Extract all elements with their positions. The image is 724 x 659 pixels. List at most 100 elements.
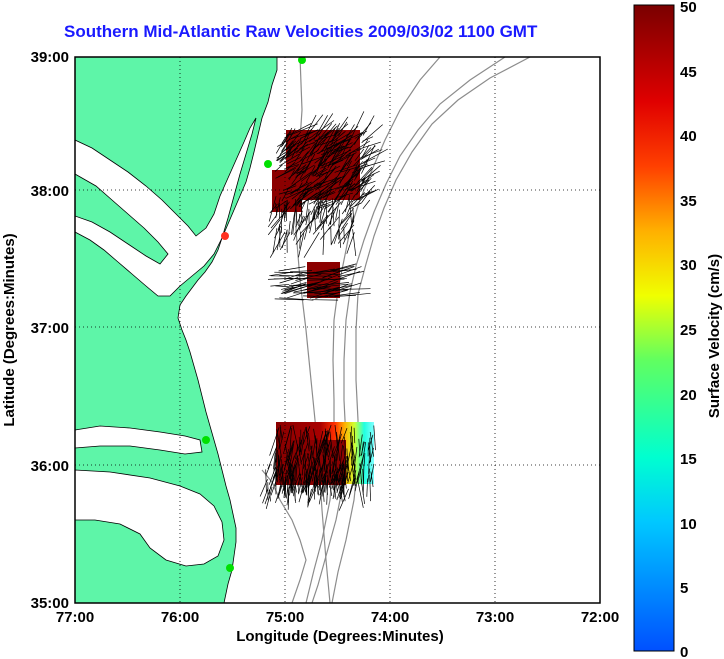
velocity-vector xyxy=(354,166,373,186)
velocity-vector xyxy=(303,232,320,258)
velocity-vector xyxy=(274,164,283,172)
velocity-vector xyxy=(351,190,375,203)
velocity-vector xyxy=(299,472,303,488)
velocity-vector xyxy=(278,454,280,478)
velocity-vector xyxy=(278,455,282,472)
velocity-vector xyxy=(284,200,289,217)
velocity-vector xyxy=(285,164,300,169)
velocity-vector xyxy=(338,192,353,198)
velocity-vector xyxy=(356,454,365,480)
x-tick-label: 74:00 xyxy=(371,609,409,626)
velocity-vector xyxy=(299,188,325,206)
velocity-vector xyxy=(324,430,329,449)
velocity-vector xyxy=(270,205,291,229)
velocity-vector xyxy=(290,270,313,273)
velocity-vector xyxy=(290,211,296,236)
velocity-vector xyxy=(362,441,367,463)
velocity-vector xyxy=(279,274,305,277)
velocity-vector xyxy=(328,469,330,483)
velocity-vector xyxy=(333,131,346,141)
velocity-vector xyxy=(313,115,328,141)
velocity-vector xyxy=(306,114,324,137)
velocity-vector xyxy=(300,169,317,182)
y-axis: 39:00 38:00 37:00 36:00 35:00 Latitude (… xyxy=(1,49,69,612)
velocity-vector xyxy=(305,426,309,440)
x-axis: 77:00 76:00 75:00 74:00 73:00 72:00 Long… xyxy=(56,609,619,645)
velocity-vector xyxy=(329,282,350,285)
velocity-vector xyxy=(341,196,355,215)
x-tick-label: 73:00 xyxy=(476,609,514,626)
velocity-vector xyxy=(278,190,291,195)
velocity-vector xyxy=(314,435,318,448)
velocity-vector xyxy=(362,144,376,170)
velocity-vector xyxy=(369,437,371,456)
velocity-vector xyxy=(288,456,295,476)
velocity-vector xyxy=(362,465,365,496)
velocity-vector xyxy=(305,471,311,488)
velocity-vector xyxy=(338,478,346,499)
velocity-vector xyxy=(370,471,374,488)
velocity-vector xyxy=(312,167,327,177)
velocity-vector xyxy=(318,146,341,166)
y-tick-label: 35:00 xyxy=(31,595,69,612)
velocity-vector xyxy=(290,469,292,488)
velocity-vector xyxy=(268,466,277,485)
velocity-vector xyxy=(323,192,336,198)
velocity-vector xyxy=(342,460,346,480)
velocity-vector xyxy=(328,478,333,496)
velocity-vector xyxy=(286,447,294,466)
velocity-vector xyxy=(281,134,293,152)
x-tick-label: 75:00 xyxy=(266,609,304,626)
velocity-vector xyxy=(279,153,300,167)
velocity-vector xyxy=(279,464,284,481)
velocity-vector xyxy=(296,191,308,202)
velocity-vector xyxy=(295,444,299,460)
velocity-vector xyxy=(301,132,309,145)
velocity-vector xyxy=(320,145,344,156)
velocity-vector xyxy=(304,114,317,138)
velocity-vector xyxy=(347,220,354,239)
velocity-vector xyxy=(336,477,342,494)
velocity-vector xyxy=(320,155,345,167)
velocity-vector xyxy=(357,170,380,182)
velocity-vector xyxy=(362,144,370,157)
velocity-vector xyxy=(278,266,306,272)
colorbar-tick: 45 xyxy=(680,64,697,81)
velocity-vector xyxy=(324,289,348,292)
velocity-vector xyxy=(287,487,290,510)
velocity-vector xyxy=(370,463,375,482)
velocity-vector xyxy=(280,127,293,148)
velocity-vector xyxy=(341,214,352,230)
y-tick-label: 39:00 xyxy=(31,49,69,66)
albemarle-sound xyxy=(75,425,203,455)
velocity-vector xyxy=(335,183,351,205)
velocity-vector xyxy=(285,187,310,199)
velocity-vector xyxy=(338,160,352,186)
velocity-vector xyxy=(317,175,329,185)
velocity-vector xyxy=(348,197,352,223)
velocity-vector xyxy=(369,474,371,502)
velocity-vector xyxy=(279,431,285,448)
velocity-vector xyxy=(323,448,327,472)
velocity-vector xyxy=(264,486,272,505)
velocity-vector xyxy=(354,159,368,181)
velocity-vector xyxy=(284,425,292,449)
velocity-vector xyxy=(318,139,334,155)
velocity-vector xyxy=(316,215,328,230)
velocity-vector xyxy=(333,461,344,484)
velocity-vector xyxy=(289,427,292,455)
velocity-vector xyxy=(285,140,294,150)
velocity-vector xyxy=(269,271,292,277)
velocity-vector xyxy=(338,152,352,176)
velocity-vector xyxy=(292,190,314,206)
velocity-vector xyxy=(373,425,376,451)
velocity-vector xyxy=(327,266,362,280)
velocity-vector xyxy=(305,427,310,452)
velocity-vector xyxy=(298,477,300,494)
velocity-vector xyxy=(275,167,296,179)
x-axis-label: Longitude (Degrees:Minutes) xyxy=(236,628,444,645)
x-tick-label: 72:00 xyxy=(581,609,619,626)
velocity-vector xyxy=(321,201,342,224)
velocity-vector xyxy=(343,171,360,185)
velocity-vector xyxy=(275,484,282,504)
